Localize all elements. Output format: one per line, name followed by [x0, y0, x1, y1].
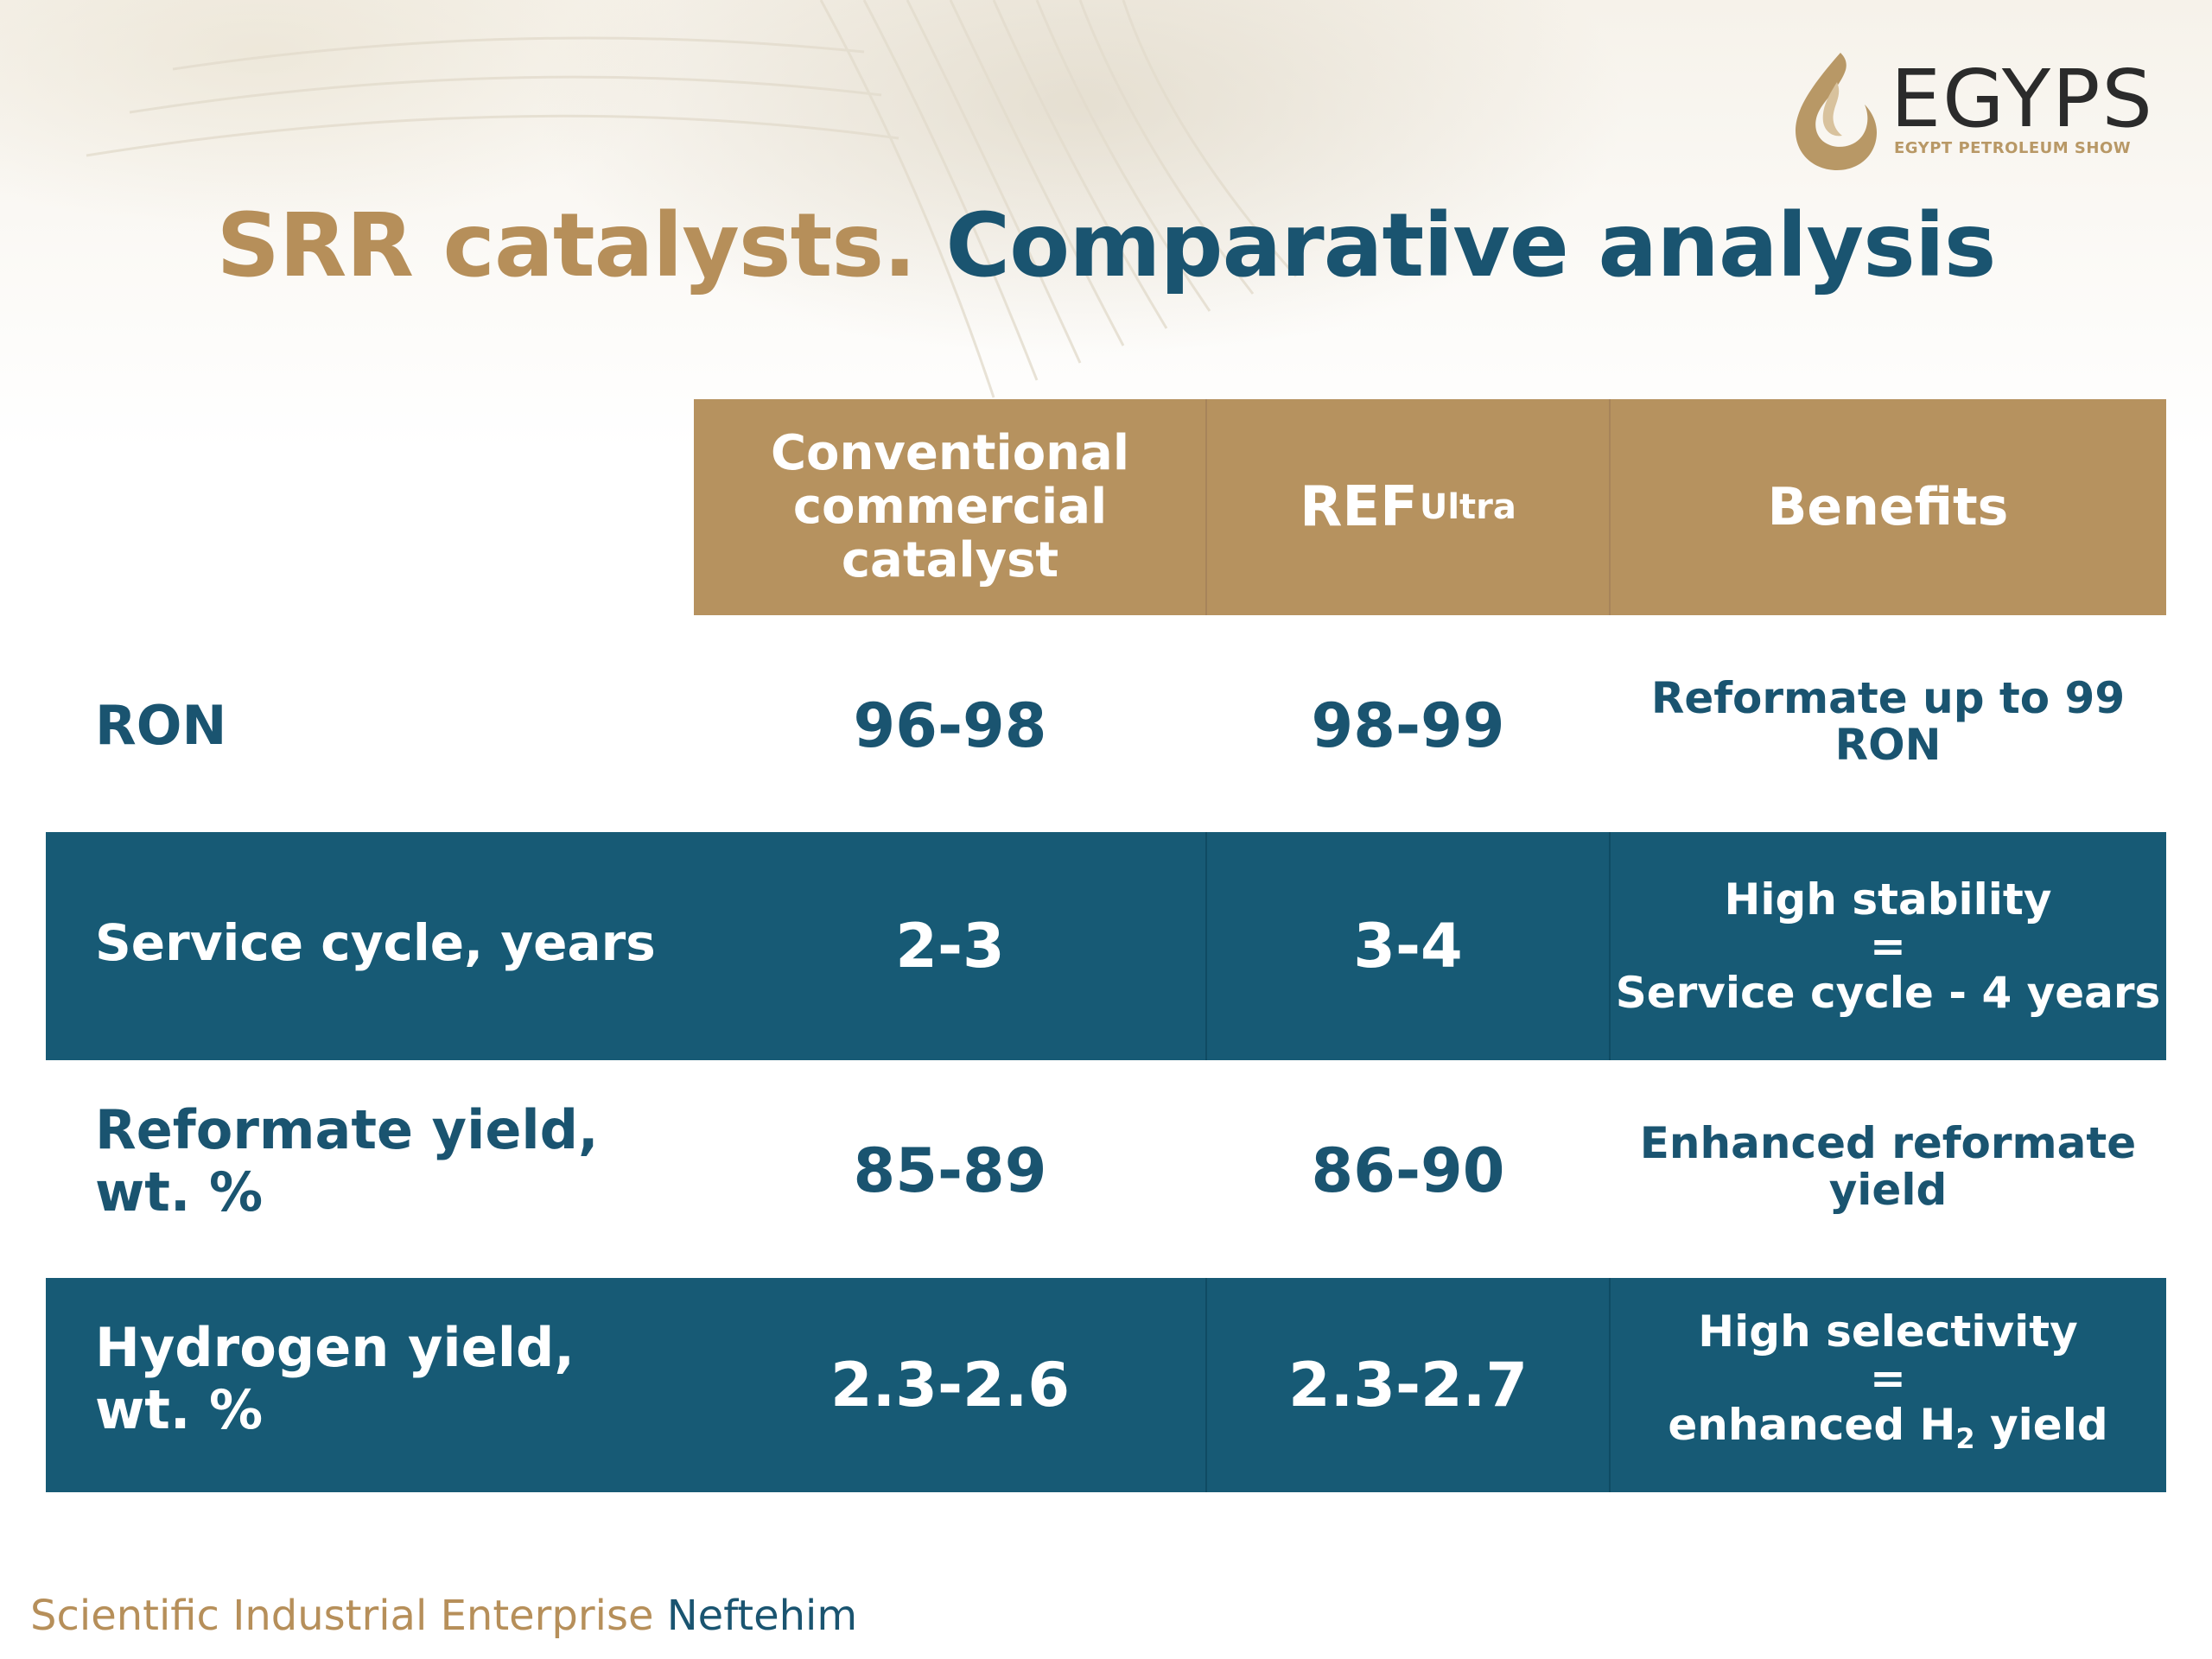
- header-divider: [1609, 399, 1611, 615]
- benefit-line: enhanced H2 yield: [1668, 1402, 2107, 1462]
- header-benefits: Benefits: [1767, 477, 2009, 537]
- header-ref-sup: Ultra: [1419, 487, 1516, 527]
- logo-subtitle: EGYPT PETROLEUM SHOW: [1894, 139, 2132, 157]
- footer-part-1: Scientific Industrial Enterprise: [30, 1592, 654, 1640]
- hydrogen-yield-conventional-value: 2.3-2.6: [830, 1350, 1071, 1421]
- egyps-logo: EGYPS EGYPT PETROLEUM SHOW: [1780, 48, 2160, 177]
- benefit-text: enhanced H: [1668, 1400, 1956, 1450]
- row-label-line1: Reformate yield,: [95, 1098, 599, 1161]
- service-cycle-benefit: High stability = Service cycle - 4 years: [1610, 832, 2166, 1060]
- row-divider: [1609, 1278, 1611, 1492]
- page-title: SRR catalysts. Comparative analysis: [0, 190, 2212, 302]
- hydrogen-yield-benefit: High selectivity = enhanced H2 yield: [1610, 1278, 2166, 1492]
- benefit-line: =: [1870, 1353, 1906, 1403]
- row-label-ron: RON: [95, 694, 227, 757]
- benefit-line: Enhanced reformate: [1639, 1118, 2137, 1168]
- header-ref-base: REF: [1300, 475, 1418, 539]
- header-divider: [1205, 399, 1207, 615]
- row-divider: [1205, 832, 1207, 1060]
- table-header: [694, 399, 2166, 615]
- hydrogen-yield-ref-value: 2.3-2.7: [1287, 1350, 1529, 1421]
- ron-conventional-value: 96-98: [853, 690, 1047, 761]
- benefit-line: High selectivity: [1698, 1306, 2078, 1357]
- table-row-band: [46, 832, 2166, 1060]
- row-label-reformate-yield: Reformate yield, wt. %: [95, 1099, 599, 1224]
- subscript: 2: [1955, 1422, 1975, 1455]
- row-label-service-cycle: Service cycle, years: [95, 913, 656, 972]
- row-label-line2: wt. %: [95, 1160, 264, 1224]
- title-part-1: SRR catalysts.: [216, 194, 916, 297]
- logo-wordmark: EGYPS: [1891, 53, 2154, 145]
- title-part-2: Comparative analysis: [945, 194, 1996, 297]
- reformate-yield-conventional-value: 85-89: [853, 1135, 1047, 1206]
- benefit-line: yield: [1828, 1165, 1948, 1215]
- header-conventional: Conventional commercial catalyst: [694, 399, 1206, 615]
- header-ref-ultra: REF Ultra: [1206, 399, 1610, 615]
- row-label-line1: Hydrogen yield,: [95, 1316, 575, 1379]
- row-divider: [1205, 1278, 1207, 1492]
- table-row-band: [46, 1278, 2166, 1492]
- reformate-yield-ref-value: 86-90: [1311, 1135, 1505, 1206]
- benefit-line: Service cycle - 4 years: [1615, 968, 2161, 1018]
- benefit-text: yield: [1974, 1400, 2108, 1450]
- benefit-line: =: [1870, 921, 1906, 971]
- ron-benefit: Reformate up to 99 RON: [1650, 673, 2126, 770]
- footer-part-2: Neftehim: [666, 1592, 858, 1640]
- oil-drop-logo-icon: [1796, 53, 1877, 170]
- benefit-line: High stability: [1724, 874, 2052, 925]
- row-label-line2: wt. %: [95, 1378, 264, 1441]
- header-conventional-line1: Conventional: [770, 425, 1130, 481]
- footer: Scientific Industrial Enterprise Neftehi…: [30, 1590, 857, 1642]
- header-conventional-line2: commercial catalyst: [792, 479, 1108, 588]
- background-pattern: [86, 0, 1298, 398]
- row-label-hydrogen-yield: Hydrogen yield, wt. %: [95, 1317, 575, 1441]
- ron-ref-value: 98-99: [1311, 690, 1505, 761]
- service-cycle-ref-value: 3-4: [1353, 911, 1463, 982]
- row-divider: [1609, 832, 1611, 1060]
- service-cycle-conventional-value: 2-3: [895, 911, 1005, 982]
- reformate-yield-benefit: Enhanced reformate yield: [1610, 1063, 2166, 1270]
